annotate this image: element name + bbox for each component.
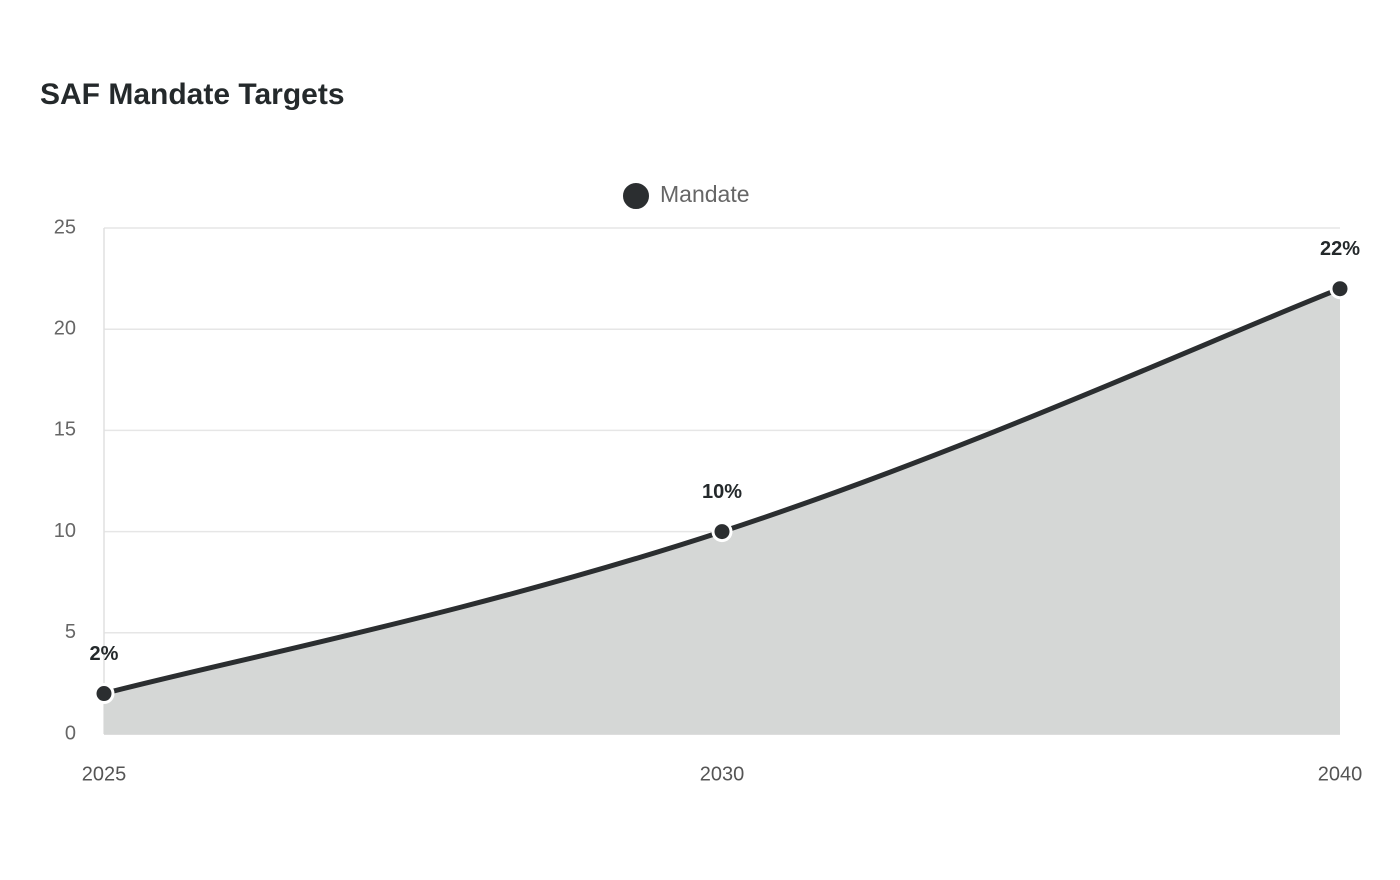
x-tick-label: 2025 (82, 763, 127, 785)
y-tick-label: 10 (54, 520, 76, 542)
legend-label: Mandate (660, 181, 750, 207)
y-tick-label: 5 (65, 621, 76, 643)
data-point (93, 683, 115, 705)
legend-marker (621, 181, 651, 211)
y-tick-label: 25 (54, 216, 76, 238)
y-tick-label: 0 (65, 722, 76, 744)
data-label: 22% (1320, 238, 1360, 260)
data-point (711, 521, 733, 543)
x-tick-label: 2040 (1318, 763, 1363, 785)
area (104, 288, 1340, 734)
data-label: 10% (702, 481, 742, 503)
y-tick-label: 15 (54, 419, 76, 441)
data-label: 2% (90, 643, 119, 665)
chart-title: SAF Mandate Targets (40, 78, 345, 111)
x-tick-label: 2030 (700, 763, 745, 785)
data-point (1329, 278, 1351, 300)
y-tick-label: 20 (54, 317, 76, 339)
